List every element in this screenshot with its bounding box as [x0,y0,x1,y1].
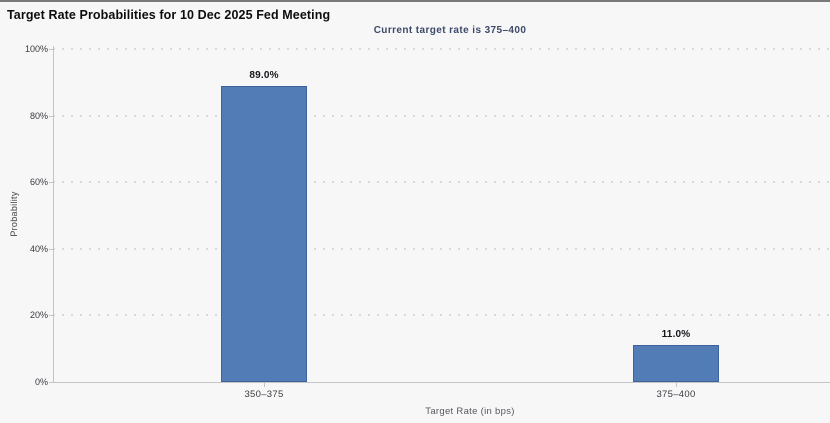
x-tick-350–375 [264,382,265,387]
y-tick-label: 20% [29,310,48,320]
y-tick-60% [49,182,53,183]
x-tick-label: 350–375 [244,389,284,400]
x-axis-baseline [53,382,830,383]
gridline-40% [53,248,830,250]
x-tick-label: 375–400 [656,389,696,400]
y-tick-label: 0% [34,377,48,387]
gridline-60% [53,181,830,183]
probability-bar-375–400[interactable] [633,345,719,382]
y-tick-100% [49,49,53,50]
bar-value-label: 11.0% [661,329,691,340]
y-tick-0% [49,382,53,383]
y-tick-20% [49,315,53,316]
y-tick-label: 80% [29,111,48,121]
y-axis-title: Probability [9,191,19,237]
y-tick-80% [49,116,53,117]
gridline-80% [53,115,830,117]
x-axis-title: Target Rate (in bps) [425,406,515,417]
y-tick-label: 40% [29,244,48,254]
current-target-rate-subtitle: Current target rate is 375–400 [373,25,527,36]
y-tick-40% [49,249,53,250]
gridline-20% [53,314,830,316]
y-tick-label: 60% [29,177,48,187]
chart-title: Target Rate Probabilities for 10 Dec 202… [7,8,331,22]
y-axis-line [53,46,54,383]
gridline-100% [53,48,830,50]
probability-bar-350–375[interactable] [221,86,307,382]
bar-value-label: 89.0% [249,70,279,81]
x-tick-375–400 [676,382,677,387]
y-tick-label: 100% [24,44,48,54]
